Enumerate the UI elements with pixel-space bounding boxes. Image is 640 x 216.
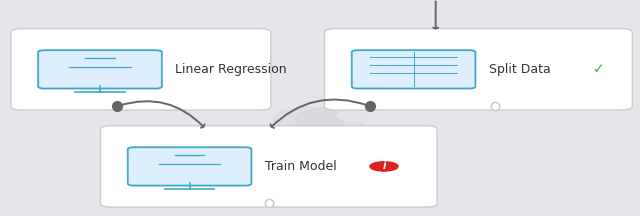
Text: Split Data: Split Data (489, 63, 551, 76)
FancyBboxPatch shape (352, 50, 476, 89)
Text: Linear Regression: Linear Regression (175, 63, 287, 76)
FancyBboxPatch shape (38, 50, 162, 89)
FancyBboxPatch shape (324, 29, 632, 110)
Circle shape (370, 162, 398, 171)
Circle shape (337, 109, 373, 121)
Text: ✓: ✓ (593, 62, 605, 76)
Circle shape (273, 107, 344, 130)
FancyBboxPatch shape (128, 147, 252, 186)
Text: i: i (382, 161, 386, 172)
Text: Train Model: Train Model (265, 160, 337, 173)
FancyBboxPatch shape (11, 29, 271, 110)
FancyBboxPatch shape (100, 126, 437, 207)
Circle shape (296, 107, 367, 130)
